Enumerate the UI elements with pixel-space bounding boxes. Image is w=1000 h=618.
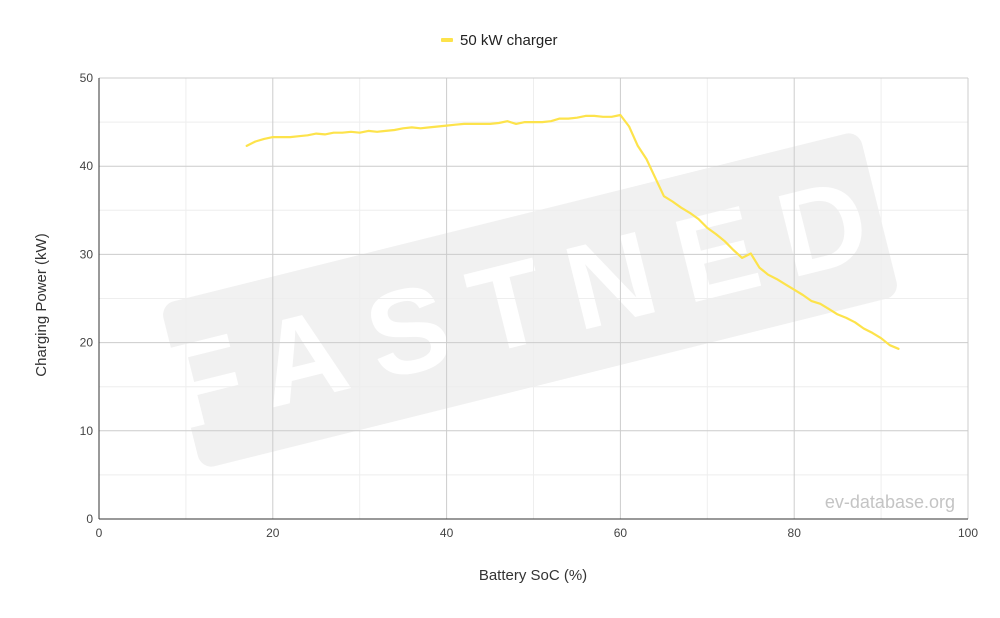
y-tick-labels: 0 10 20 30 40 50 [80, 71, 94, 526]
legend: 50 kW charger [441, 32, 558, 49]
y-tick-label: 40 [80, 159, 94, 173]
x-tick-label: 60 [614, 526, 628, 540]
series-layer [245, 113, 900, 350]
fastned-watermark: FASTNED [154, 133, 906, 467]
series-line-50kw-charger [245, 113, 900, 350]
y-tick-label: 20 [80, 336, 94, 350]
y-tick-label: 10 [80, 424, 94, 438]
x-tick-label: 0 [96, 526, 103, 540]
axes [98, 78, 968, 520]
x-tick-label: 20 [266, 526, 280, 540]
x-tick-label: 80 [788, 526, 802, 540]
y-tick-label: 0 [86, 512, 93, 526]
x-tick-label: 100 [958, 526, 978, 540]
watermark-logo-box [163, 133, 897, 467]
minor-gridlines [99, 78, 968, 519]
x-axis-title: Battery SoC (%) [479, 567, 587, 584]
major-gridlines [99, 77, 969, 519]
watermark-site-text: ev-database.org [825, 492, 955, 512]
x-tick-label: 40 [440, 526, 454, 540]
legend-swatch [441, 38, 453, 42]
x-tick-labels: 0 20 40 60 80 100 [96, 526, 979, 540]
y-axis-title: Charging Power (kW) [33, 233, 50, 376]
watermark-logo-text: FASTNED [154, 146, 906, 456]
legend-label: 50 kW charger [460, 32, 558, 49]
y-tick-label: 50 [80, 71, 94, 85]
y-tick-label: 30 [80, 247, 94, 261]
